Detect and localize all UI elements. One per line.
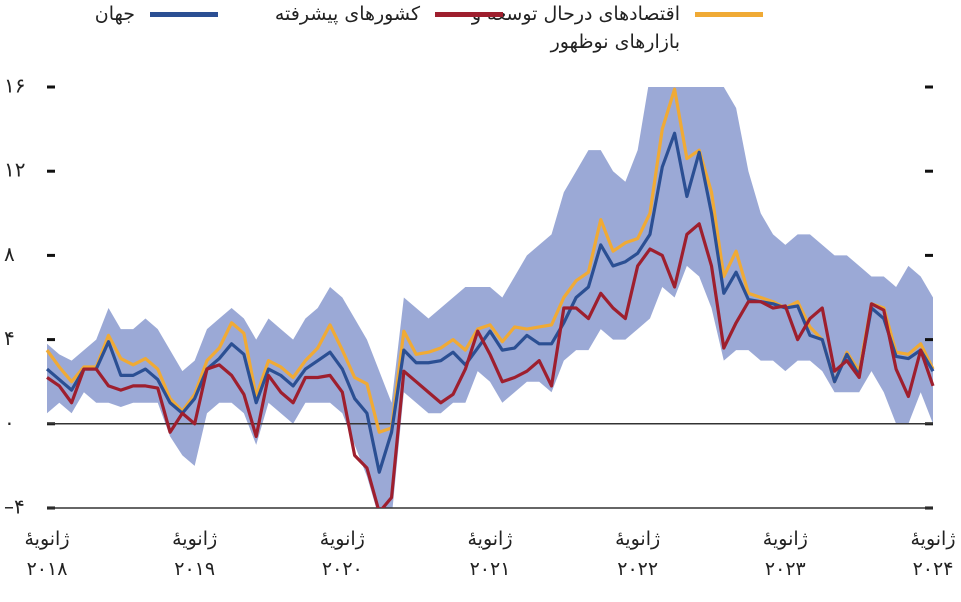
legend-swatch <box>435 12 503 17</box>
legend-label: جهان <box>94 3 135 25</box>
legend-swatch <box>150 12 218 17</box>
legend-label: اقتصادهای درحال توسعه و بازارهای نوظهور <box>471 3 680 53</box>
series-line <box>46 222 935 508</box>
x-tick-label: ژانویهٔ ۲۰۱۸ <box>24 528 70 580</box>
legend-label: کشورهای پیشرفته <box>274 3 420 25</box>
x-tick-label: ژانویهٔ ۲۰۱۹ <box>172 528 218 580</box>
y-tick-label: ۰ <box>4 410 15 434</box>
range-band <box>47 87 933 508</box>
line-layer <box>45 87 935 508</box>
x-tick-label: ژانویهٔ ۲۰۲۲ <box>615 528 661 580</box>
x-tick-label: ژانویهٔ ۲۰۲۰ <box>319 528 365 580</box>
y-tick-label: –۴ <box>4 495 25 519</box>
y-tick-label: ۸ <box>4 242 15 266</box>
band-layer <box>47 87 933 508</box>
legend-swatch <box>695 12 763 17</box>
x-tick-label: ژانویهٔ ۲۰۲۱ <box>467 528 513 580</box>
x-tick-label: ژانویهٔ ۲۰۲۳ <box>762 528 808 580</box>
axis-layer: –۴ ۰ ۴ ۸ ۱۲ ۱۶ <box>4 74 933 519</box>
x-tick-label: ژانویهٔ ۲۰۲۴ <box>910 528 956 580</box>
y-tick-label: ۴ <box>4 326 15 350</box>
y-tick-label: ۱۲ <box>4 158 25 182</box>
y-tick-label: ۱۶ <box>4 74 25 98</box>
